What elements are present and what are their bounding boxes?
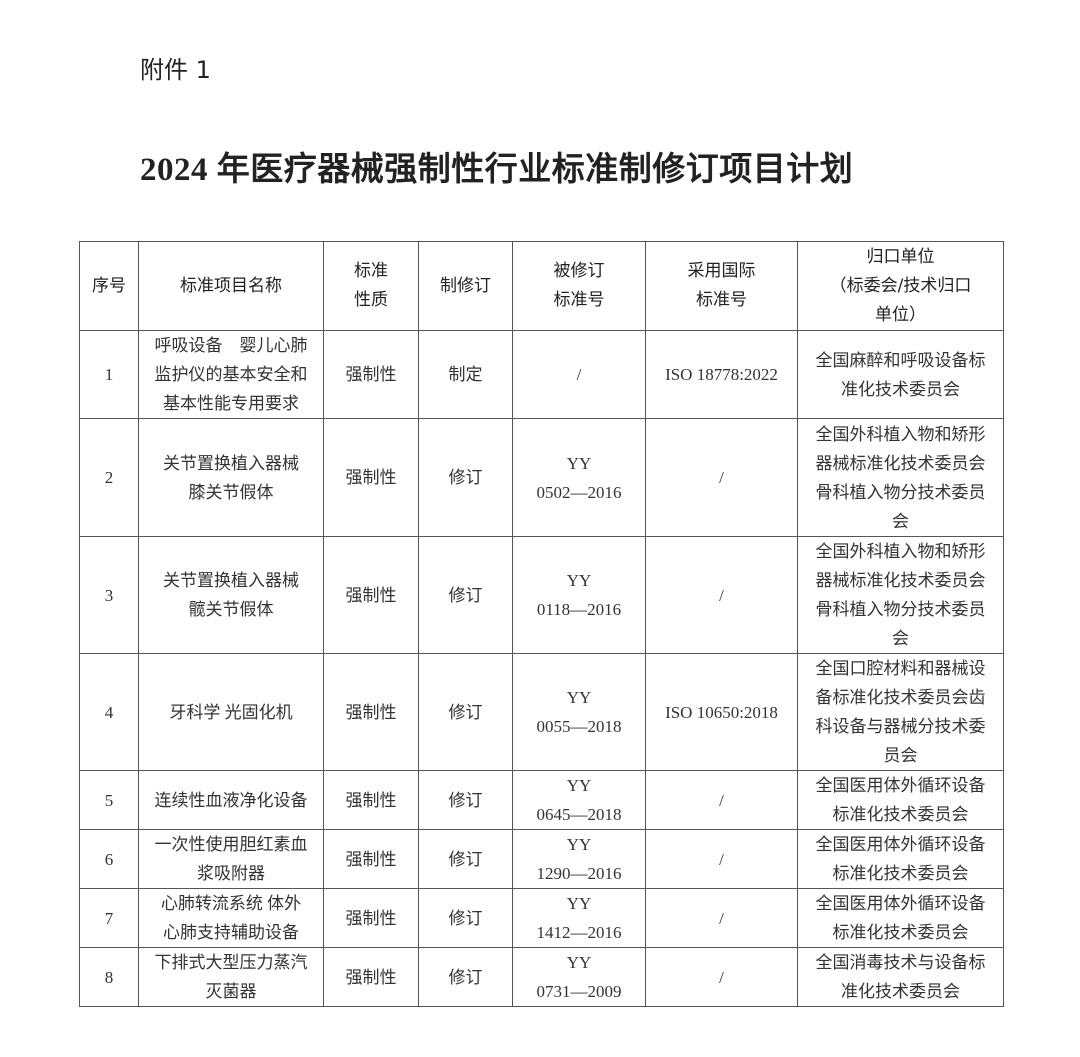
- cell-index: 7: [79, 888, 139, 948]
- table-row: 5 连续性血液净化设备 强制性 修订 YY 0645—2018/全国医用体外循环设备 标…: [79, 770, 1004, 830]
- cell-revised-standard: YY 0118—2016: [512, 536, 646, 654]
- header-nature: 标准 性质: [323, 241, 419, 331]
- cell-project-name: 连续性血液净化设备: [138, 770, 324, 830]
- cell-intl-standard: /: [645, 947, 798, 1007]
- cell-revised-standard: YY 0502—2016: [512, 418, 646, 537]
- cell-revised-standard: YY 0645—2018: [512, 770, 646, 830]
- cell-revision-type: 修订: [418, 653, 513, 771]
- document-title: 2024 年医疗器械强制性行业标准制修订项目计划: [140, 152, 854, 188]
- cell-responsible-unit: 全国麻醉和呼吸设备标 准化技术委员会: [797, 330, 1004, 419]
- cell-index: 1: [79, 330, 139, 419]
- cell-responsible-unit: 全国医用体外循环设备 标准化技术委员会: [797, 829, 1004, 889]
- cell-index: 5: [79, 770, 139, 830]
- cell-intl-standard: /: [645, 536, 798, 654]
- cell-index: 3: [79, 536, 139, 654]
- cell-revised-standard: YY 1412—2016: [512, 888, 646, 948]
- cell-project-name: 下排式大型压力蒸汽 灭菌器: [138, 947, 324, 1007]
- cell-index: 6: [79, 829, 139, 889]
- cell-index: 8: [79, 947, 139, 1007]
- cell-intl-standard: /: [645, 770, 798, 830]
- cell-revision-type: 制定: [418, 330, 513, 419]
- cell-revision-type: 修订: [418, 947, 513, 1007]
- cell-revised-standard: YY 0731—2009: [512, 947, 646, 1007]
- header-responsible-unit: 归口单位 （标委会/技术归口 单位）: [797, 241, 1004, 331]
- header-index: 序号: [79, 241, 139, 331]
- cell-revision-type: 修订: [418, 888, 513, 948]
- cell-project-name: 关节置换植入器械 髋关节假体: [138, 536, 324, 654]
- cell-project-name: 心肺转流系统 体外 心肺支持辅助设备: [138, 888, 324, 948]
- cell-intl-standard: /: [645, 829, 798, 889]
- table-row: 2 关节置换植入器械 膝关节假体 强制性 修订 YY 0502—2016/全国外科植入物…: [79, 418, 1004, 537]
- cell-nature: 强制性: [323, 888, 419, 948]
- cell-revised-standard: YY 0055—2018: [512, 653, 646, 771]
- cell-responsible-unit: 全国医用体外循环设备 标准化技术委员会: [797, 770, 1004, 830]
- cell-revision-type: 修订: [418, 770, 513, 830]
- cell-intl-standard: ISO 10650:2018: [645, 653, 798, 771]
- cell-revised-standard: /: [512, 330, 646, 419]
- cell-nature: 强制性: [323, 330, 419, 419]
- cell-project-name: 牙科学 光固化机: [138, 653, 324, 771]
- cell-responsible-unit: 全国医用体外循环设备 标准化技术委员会: [797, 888, 1004, 948]
- cell-nature: 强制性: [323, 653, 419, 771]
- table-header-row: 序号 标准项目名称 标准 性质 制修订 被修订 标准号 采用国际 标准号 归口单位 （标委会…: [79, 241, 1004, 331]
- cell-nature: 强制性: [323, 770, 419, 830]
- cell-nature: 强制性: [323, 947, 419, 1007]
- header-revision-type: 制修订: [418, 241, 513, 331]
- header-intl-standard: 采用国际 标准号: [645, 241, 798, 331]
- cell-index: 2: [79, 418, 139, 537]
- cell-nature: 强制性: [323, 829, 419, 889]
- cell-nature: 强制性: [323, 536, 419, 654]
- cell-intl-standard: /: [645, 418, 798, 537]
- table-row: 4 牙科学 光固化机 强制性 修订 YY 0055—2018 ISO 10650:2018…: [79, 653, 1004, 771]
- cell-project-name: 呼吸设备 婴儿心肺 监护仪的基本安全和 基本性能专用要求: [138, 330, 324, 419]
- cell-responsible-unit: 全国口腔材料和器械设 备标准化技术委员会齿 科设备与器械分技术委 员会: [797, 653, 1004, 771]
- cell-nature: 强制性: [323, 418, 419, 537]
- table-row: 8 下排式大型压力蒸汽 灭菌器 强制性 修订 YY 0731—2009/全国消毒技术与设…: [79, 947, 1004, 1007]
- cell-index: 4: [79, 653, 139, 771]
- table-row: 3 关节置换植入器械 髋关节假体 强制性 修订 YY 0118—2016/全国外科植入物…: [79, 536, 1004, 654]
- cell-project-name: 一次性使用胆红素血 浆吸附器: [138, 829, 324, 889]
- cell-revision-type: 修订: [418, 536, 513, 654]
- cell-intl-standard: ISO 18778:2022: [645, 330, 798, 419]
- cell-responsible-unit: 全国消毒技术与设备标 准化技术委员会: [797, 947, 1004, 1007]
- header-project-name: 标准项目名称: [138, 241, 324, 331]
- header-revised-standard: 被修订 标准号: [512, 241, 646, 331]
- cell-revision-type: 修订: [418, 418, 513, 537]
- cell-responsible-unit: 全国外科植入物和矫形 器械标准化技术委员会 骨科植入物分技术委员 会: [797, 536, 1004, 654]
- cell-project-name: 关节置换植入器械 膝关节假体: [138, 418, 324, 537]
- cell-responsible-unit: 全国外科植入物和矫形 器械标准化技术委员会 骨科植入物分技术委员 会: [797, 418, 1004, 537]
- cell-revised-standard: YY 1290—2016: [512, 829, 646, 889]
- attachment-label: 附件 1: [140, 56, 211, 84]
- table-row: 7 心肺转流系统 体外 心肺支持辅助设备 强制性 修订 YY 1412—2016/全国医…: [79, 888, 1004, 948]
- standards-plan-table: 序号 标准项目名称 标准 性质 制修订 被修订 标准号 采用国际 标准号 归口单位 （标委会…: [79, 241, 1004, 1007]
- table-row: 6 一次性使用胆红素血 浆吸附器 强制性 修订 YY 1290—2016/全国医用体外循…: [79, 829, 1004, 889]
- cell-intl-standard: /: [645, 888, 798, 948]
- cell-revision-type: 修订: [418, 829, 513, 889]
- table-row: 1 呼吸设备 婴儿心肺 监护仪的基本安全和 基本性能专用要求 强制性 制定 / ISO 1…: [79, 330, 1004, 419]
